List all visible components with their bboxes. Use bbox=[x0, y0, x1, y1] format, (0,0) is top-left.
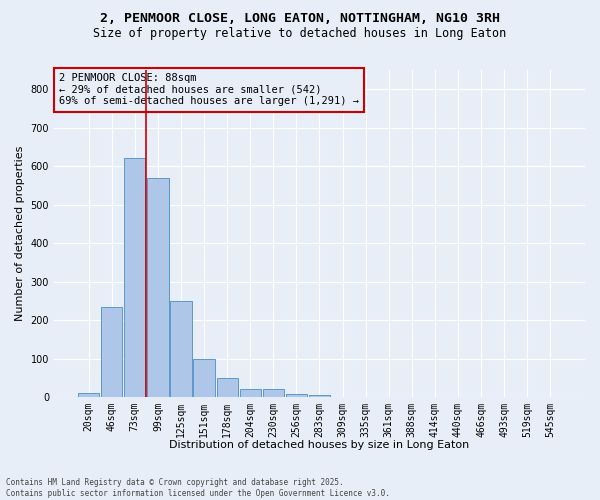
Bar bbox=[101, 308, 122, 397]
Bar bbox=[286, 394, 307, 397]
Text: Contains HM Land Registry data © Crown copyright and database right 2025.
Contai: Contains HM Land Registry data © Crown c… bbox=[6, 478, 390, 498]
Bar bbox=[78, 394, 99, 397]
Bar bbox=[193, 359, 215, 397]
Bar bbox=[170, 300, 191, 397]
X-axis label: Distribution of detached houses by size in Long Eaton: Distribution of detached houses by size … bbox=[169, 440, 470, 450]
Bar bbox=[309, 395, 330, 397]
Bar bbox=[124, 158, 145, 397]
Text: Size of property relative to detached houses in Long Eaton: Size of property relative to detached ho… bbox=[94, 28, 506, 40]
Bar bbox=[239, 388, 261, 397]
Bar bbox=[147, 178, 169, 397]
Y-axis label: Number of detached properties: Number of detached properties bbox=[15, 146, 25, 321]
Bar bbox=[263, 388, 284, 397]
Text: 2, PENMOOR CLOSE, LONG EATON, NOTTINGHAM, NG10 3RH: 2, PENMOOR CLOSE, LONG EATON, NOTTINGHAM… bbox=[100, 12, 500, 26]
Text: 2 PENMOOR CLOSE: 88sqm
← 29% of detached houses are smaller (542)
69% of semi-de: 2 PENMOOR CLOSE: 88sqm ← 29% of detached… bbox=[59, 74, 359, 106]
Bar bbox=[217, 378, 238, 397]
